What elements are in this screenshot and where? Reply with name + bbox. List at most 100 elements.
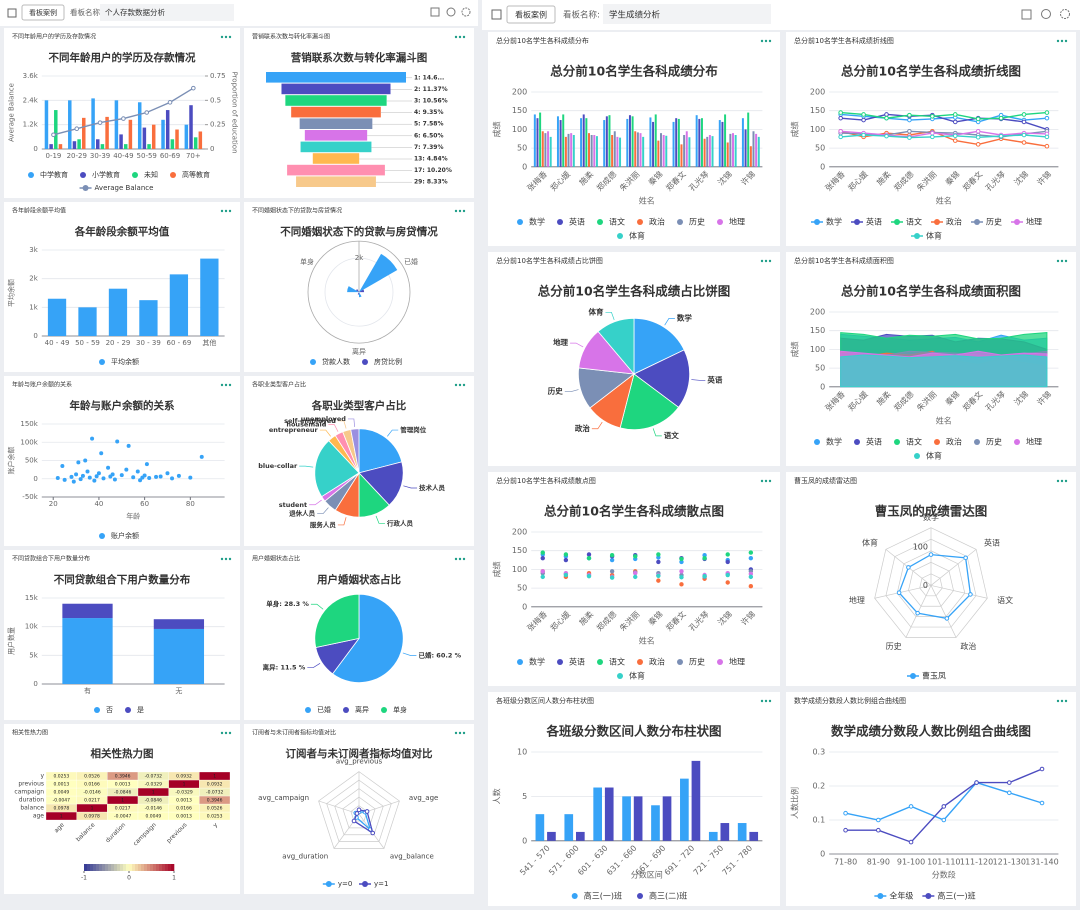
pie-label: 行政人员	[386, 518, 414, 527]
chart-title: 订阅者与未订阅者指标均值对比	[286, 747, 433, 760]
line-point	[952, 133, 958, 139]
refresh-icon[interactable]	[1041, 9, 1051, 19]
legend-label: 历史	[986, 217, 1002, 227]
bar	[198, 131, 203, 149]
y-tick-label: 0.1	[812, 816, 825, 825]
radar-ring	[342, 796, 376, 829]
menu-dot	[1056, 699, 1060, 703]
settings-icon[interactable]	[461, 7, 471, 17]
scatter-point	[540, 574, 545, 580]
x-tick-label: 111-120	[960, 858, 993, 867]
scatter-point	[199, 454, 204, 459]
y-tick-label: 100	[810, 345, 825, 354]
scatter-point	[633, 570, 638, 576]
row-label: previous	[18, 781, 44, 788]
bar	[564, 814, 574, 841]
menu-dot	[1064, 39, 1068, 43]
indicator-label: avg_duration	[282, 853, 328, 861]
bar	[619, 137, 622, 167]
bar	[78, 307, 97, 336]
bar	[642, 136, 645, 167]
cell-label: 1	[183, 782, 186, 788]
pie-slice	[633, 349, 691, 408]
legend-swatch	[28, 172, 34, 178]
y-tick-label: 0.2	[812, 782, 825, 791]
sidebar-icon[interactable]	[491, 9, 502, 20]
cell-label: -0.0732	[206, 790, 224, 796]
scatter-point	[119, 473, 124, 478]
bar	[634, 131, 637, 167]
radar-point	[968, 592, 973, 597]
scatter-point	[563, 572, 569, 578]
name-input[interactable]	[603, 4, 771, 24]
bar	[698, 118, 701, 167]
menu-dot	[1060, 39, 1064, 43]
line-point	[1039, 766, 1045, 772]
legend-swatch	[637, 893, 643, 899]
x-tick-label: 50 - 59	[75, 339, 100, 347]
menu-dot	[220, 209, 224, 213]
polar-bar	[347, 286, 359, 293]
chart-title: 总分前10名学生各科成绩折线图	[841, 64, 1021, 79]
pie-label: 数学	[677, 312, 692, 322]
panel-header: 相关性热力图	[12, 729, 48, 737]
legend-swatch	[914, 453, 920, 459]
scatter-point	[633, 574, 638, 580]
bar	[720, 823, 730, 841]
label-line	[310, 603, 324, 610]
bar	[105, 116, 109, 149]
colorbar-step	[171, 864, 175, 871]
tab[interactable]	[506, 5, 556, 24]
cell-label: 0.0932	[207, 782, 223, 788]
pie-slice	[358, 428, 403, 474]
bar	[657, 140, 660, 167]
bar	[711, 136, 714, 167]
scatter-point	[112, 477, 117, 482]
bar	[729, 133, 732, 167]
bar	[651, 805, 660, 841]
legend-swatch	[854, 219, 860, 225]
bar	[636, 132, 639, 167]
sidebar-icon[interactable]	[7, 8, 17, 18]
y-tick-label: 200	[810, 88, 825, 97]
scatter-point	[563, 557, 569, 563]
indicator-label: 历史	[886, 641, 902, 651]
tab[interactable]	[21, 4, 65, 21]
bar	[749, 831, 759, 841]
x-tick-label: 91-100	[897, 858, 925, 867]
bar	[675, 118, 678, 167]
colorbar-step	[165, 864, 169, 871]
x-axis-label: 姓名	[936, 416, 952, 426]
line-point	[1044, 115, 1050, 121]
settings-icon[interactable]	[1060, 9, 1070, 19]
bar	[128, 119, 133, 149]
y-tick-label: 200	[512, 88, 527, 97]
bar	[44, 100, 49, 149]
label-line	[347, 418, 356, 427]
line-point	[876, 817, 881, 823]
pie-label: entrepreneur	[269, 426, 319, 434]
label-line	[564, 389, 579, 393]
x-tick-label: 60-69	[160, 152, 180, 160]
legend-label: 语文	[609, 657, 625, 667]
scatter-point	[586, 555, 592, 561]
line	[840, 130, 1047, 138]
name-input[interactable]	[100, 4, 234, 21]
menu-dot	[462, 383, 466, 387]
line-point	[876, 827, 881, 833]
cell-label: 0.0217	[115, 806, 131, 812]
legend-swatch	[974, 219, 980, 225]
panel-header: 各年龄段余额平均值	[12, 207, 66, 215]
open-icon[interactable]	[430, 7, 440, 17]
x-tick-label: 81-90	[867, 858, 890, 867]
legend-swatch	[310, 359, 316, 365]
refresh-icon[interactable]	[446, 7, 456, 17]
radar-ring	[896, 550, 966, 618]
bar	[62, 618, 113, 684]
open-icon[interactable]	[1021, 9, 1032, 20]
scatter-point	[679, 556, 684, 562]
line-point	[930, 114, 935, 119]
funnel-layer	[287, 164, 385, 176]
cell-label: 0.0013	[176, 814, 192, 820]
y-axis-label: 成绩	[789, 121, 799, 137]
